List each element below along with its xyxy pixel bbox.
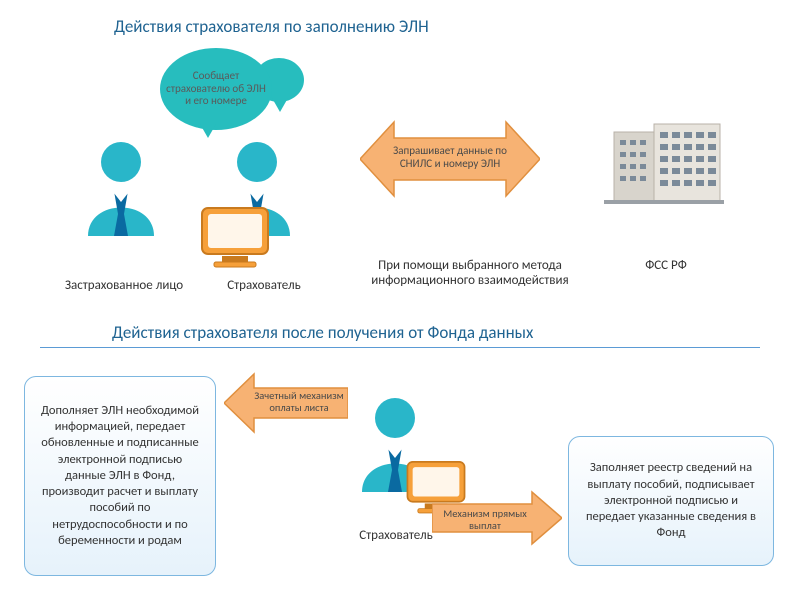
right-arrow-label: Механизм прямых выплат <box>440 508 530 532</box>
section1-title: Действия страхователя по заполнению ЭЛН <box>114 16 429 37</box>
left-info-box: Дополняет ЭЛН необходимой информацией, п… <box>24 376 216 576</box>
monitor-icon <box>198 206 272 268</box>
section-divider <box>40 347 760 348</box>
insurer-label: Страхователь <box>216 278 312 293</box>
bi-arrow-label: Запрашивает данные по СНИЛС и номеру ЭЛН <box>384 144 516 170</box>
insured-label: Застрахованное лицо <box>60 278 188 293</box>
insurer2-label: Страхователь <box>350 528 442 543</box>
left-info-box-text: Дополняет ЭЛН необходимой информацией, п… <box>37 403 203 549</box>
speech-bubble-small-tail-icon <box>272 98 288 112</box>
left-arrow-label: Зачетный механизм оплаты листа <box>254 390 344 414</box>
section2-title: Действия страхователя после получения от… <box>112 322 533 343</box>
fss-label: ФСС РФ <box>626 258 706 273</box>
method-label: При помощи выбранного метода информацион… <box>360 258 580 288</box>
speech-bubble-text: Сообщает страхователю об ЭЛН и его номер… <box>166 70 266 108</box>
insured-person-icon <box>78 136 164 236</box>
speech-bubble-icon: Сообщает страхователю об ЭЛН и его номер… <box>160 48 272 130</box>
right-info-box: Заполняет реестр сведений на выплату пос… <box>568 436 774 566</box>
right-info-box-text: Заполняет реестр сведений на выплату пос… <box>581 460 761 541</box>
fss-building-icon <box>604 118 724 204</box>
